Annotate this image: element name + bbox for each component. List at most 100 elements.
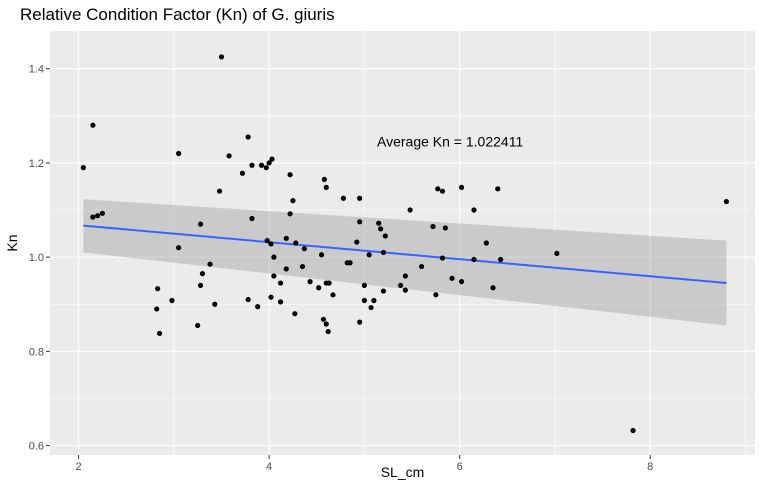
data-point (292, 311, 298, 317)
data-point (156, 330, 163, 337)
data-point (723, 198, 730, 205)
data-point (402, 287, 408, 293)
data-point (458, 279, 465, 285)
data-point (357, 219, 363, 225)
data-point (326, 280, 332, 286)
data-point (554, 250, 560, 256)
data-point (169, 297, 175, 304)
data-point (407, 207, 413, 213)
data-point (323, 184, 329, 191)
data-point (368, 304, 374, 311)
data-point (197, 221, 204, 227)
data-point (283, 266, 289, 272)
data-point (197, 282, 204, 288)
data-point (430, 223, 436, 230)
minor-gridlines (50, 31, 755, 455)
x-tick-label: 6 (457, 461, 463, 473)
data-point (249, 215, 255, 222)
data-point (483, 240, 489, 246)
data-point (155, 286, 161, 292)
data-point (249, 162, 255, 168)
data-point (347, 260, 353, 266)
data-point (325, 328, 331, 335)
data-point (380, 288, 387, 294)
data-point (357, 195, 363, 201)
data-point (90, 214, 96, 220)
data-point (255, 304, 261, 310)
data-point (271, 273, 277, 279)
data-point (433, 292, 439, 298)
major-gridlines (50, 31, 755, 455)
data-point (212, 301, 218, 307)
data-point (371, 297, 377, 304)
data-point (99, 210, 105, 216)
data-point (245, 134, 251, 140)
data-point (287, 172, 293, 178)
regression-line (83, 224, 727, 285)
axis-ticks: 2 4 6 8 0.6 0.8 1.0 1.2 1.4 (29, 64, 654, 473)
data-point (283, 235, 289, 241)
y-tick-label: 1.4 (29, 64, 44, 76)
data-point (377, 226, 384, 232)
data-point (95, 213, 101, 219)
average-kn-annotation: Average Kn = 1.022411 (377, 134, 523, 150)
x-tick-label: 8 (647, 461, 653, 473)
data-point (216, 188, 223, 194)
data-point (271, 254, 277, 260)
data-point (299, 263, 306, 270)
x-tick-label: 4 (266, 461, 272, 473)
data-point (176, 245, 182, 251)
data-point (439, 255, 446, 261)
data-point (268, 241, 274, 247)
data-point (287, 211, 293, 217)
data-point (80, 165, 86, 171)
plot-panel (50, 31, 755, 455)
data-point (361, 297, 367, 304)
data-point (245, 296, 251, 303)
data-point (471, 256, 477, 263)
data-point (277, 280, 284, 286)
data-point (397, 282, 404, 288)
data-point (442, 225, 448, 231)
x-tick-label: 2 (76, 461, 82, 473)
data-point (226, 153, 232, 159)
data-point (449, 275, 455, 281)
data-point (195, 322, 201, 329)
y-tick-label: 0.8 (29, 346, 44, 358)
confidence-band-area (83, 199, 727, 326)
data-point (320, 316, 327, 322)
data-point (268, 294, 274, 300)
data-point (340, 195, 347, 201)
data-point (361, 282, 367, 288)
data-point (376, 220, 382, 226)
data-point (357, 319, 363, 325)
data-point (307, 279, 313, 285)
chart-title: Relative Condition Factor (Kn) of G. giu… (20, 5, 335, 24)
data-point (435, 186, 441, 192)
data-points (80, 54, 730, 434)
data-point (321, 176, 327, 182)
data-point (490, 285, 496, 291)
data-point (366, 252, 372, 258)
data-point (458, 184, 465, 191)
data-point (199, 271, 206, 277)
data-point (323, 321, 329, 327)
data-point (354, 239, 360, 245)
y-tick-label: 0.6 (29, 441, 44, 453)
data-point (318, 252, 325, 258)
y-tick-label: 1.2 (29, 158, 44, 170)
data-point (154, 306, 160, 312)
data-point (277, 299, 284, 305)
data-point (207, 261, 213, 267)
data-point (264, 238, 270, 244)
data-point (176, 150, 182, 157)
data-point (498, 256, 504, 263)
data-point (266, 160, 272, 166)
data-point (402, 273, 408, 279)
data-point (293, 240, 299, 246)
data-point (263, 165, 269, 171)
data-point (269, 156, 275, 162)
trend-line (83, 224, 727, 285)
data-point (290, 198, 296, 204)
